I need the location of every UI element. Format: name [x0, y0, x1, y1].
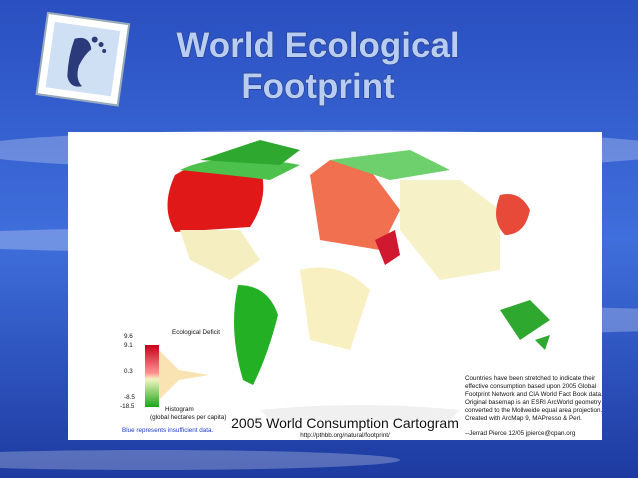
- description-line: Original basemap is an ESRI ArcWorld geo…: [465, 399, 602, 406]
- map-image: [68, 132, 602, 440]
- legend-note: Blue represents insufficient data.: [122, 427, 213, 434]
- description-line: Footprint Network and CIA World Fact Boo…: [465, 391, 603, 398]
- description-line: converted to the Mollweide equal area pr…: [465, 407, 602, 414]
- caption-url: http://pthbb.org/natural/footprint/: [300, 432, 390, 439]
- legend-text: (global hectares per capita): [150, 414, 226, 421]
- scale-label: 9.1: [124, 342, 133, 349]
- scale-label: 0.3: [124, 368, 133, 375]
- title: Footprint: [241, 67, 395, 106]
- legend-title: Ecological Deficit: [172, 329, 220, 336]
- logo: [35, 11, 131, 107]
- credit: --Jerrad Pierce 12/05 jpierce@cpan.org: [465, 430, 576, 437]
- title: World Ecological: [176, 26, 459, 65]
- scale-label: 9.6: [124, 333, 133, 340]
- description: Countries have been stretched to indicat…: [465, 375, 603, 422]
- legend-text: Histogram: [165, 406, 194, 413]
- description-line: effective consumption based upon 2005 Gl…: [465, 383, 596, 390]
- description-line: Countries have been stretched to indicat…: [465, 375, 595, 382]
- scale-label: -8.5: [124, 394, 135, 401]
- description-line: Created with ArcMap 9, MAPresso & Perl.: [465, 415, 582, 422]
- caption-title: 2005 World Consumption Cartogram: [231, 415, 459, 431]
- scale-label: -18.5: [120, 403, 135, 410]
